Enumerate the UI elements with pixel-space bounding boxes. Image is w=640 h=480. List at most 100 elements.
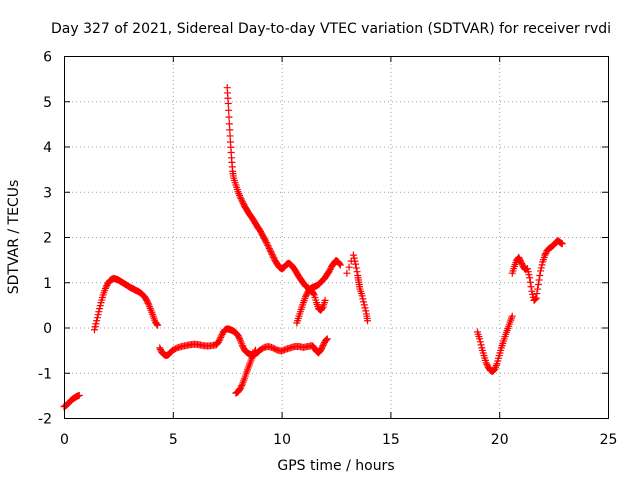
y-tick-labels: -2 -1 0 1 2 3 4 5 6 [38, 50, 52, 428]
data-point [263, 240, 271, 248]
data-point [214, 338, 222, 346]
y-tick-label: -1 [38, 366, 52, 382]
y-axis-label: SDTVAR / TECUs [6, 180, 22, 295]
data-point [250, 349, 258, 357]
data-point [302, 293, 310, 301]
data-point [94, 311, 102, 319]
data-point [518, 259, 526, 267]
data-point [526, 274, 534, 282]
data-point [359, 295, 367, 303]
data-point [343, 269, 351, 277]
data-point [267, 247, 275, 255]
data-point [528, 287, 536, 295]
data-point [323, 336, 331, 344]
data-point [529, 290, 537, 298]
data-point [238, 342, 246, 350]
data-point [531, 296, 539, 304]
data-point [264, 241, 272, 249]
data-point [92, 320, 100, 328]
data-point [144, 299, 152, 307]
data-point [352, 264, 360, 272]
data-point [237, 195, 245, 203]
data-point [266, 246, 274, 254]
data-point [236, 335, 244, 343]
y-tick-label: 2 [43, 231, 52, 247]
series-7 [473, 312, 516, 375]
data-point [542, 250, 550, 258]
data-point [350, 254, 358, 262]
data-point [476, 338, 484, 346]
axis-ticks [64, 56, 609, 419]
data-point [268, 250, 276, 258]
data-point [349, 251, 357, 259]
data-point [531, 295, 539, 303]
data-point [265, 244, 273, 252]
data-point [515, 253, 523, 261]
x-tick-label: 20 [491, 432, 509, 448]
data-point [527, 283, 535, 291]
data-point [143, 296, 151, 304]
data-point [217, 333, 225, 341]
data-point [251, 348, 259, 356]
data-point [351, 257, 359, 265]
data-point [239, 199, 247, 207]
data-point [482, 359, 490, 367]
data-point [93, 314, 101, 322]
series-3 [223, 84, 329, 314]
data-point [318, 343, 326, 351]
data-point [238, 198, 246, 206]
data-point [234, 332, 242, 340]
data-point [336, 260, 344, 268]
data-point [534, 285, 542, 293]
data-point [96, 302, 104, 310]
data-point [558, 240, 566, 248]
data-point [95, 308, 103, 316]
y-tick-label: 6 [43, 50, 52, 66]
data-point [267, 249, 275, 257]
data-point [534, 281, 542, 289]
data-point [525, 271, 533, 279]
data-point [323, 335, 331, 343]
data-point [523, 265, 531, 273]
data-point [360, 298, 368, 306]
data-point [153, 320, 161, 328]
data-point [93, 317, 101, 325]
data-point [508, 312, 516, 320]
data-point [237, 383, 245, 391]
y-tick-label: 4 [43, 140, 52, 156]
y-tick-label: 0 [43, 321, 52, 337]
data-point [224, 100, 232, 108]
data-point [336, 261, 344, 269]
series-2 [156, 325, 331, 360]
data-point [322, 336, 330, 344]
data-point [215, 336, 223, 344]
data-point [352, 260, 360, 268]
data-point [321, 296, 329, 304]
data-point [325, 267, 333, 275]
data-point [91, 323, 99, 331]
series-5 [293, 257, 344, 327]
data-point [302, 291, 310, 299]
data-point [537, 267, 545, 275]
data-point [362, 307, 370, 315]
data-point [154, 321, 162, 329]
grid-lines [64, 56, 608, 418]
data-point [532, 294, 540, 302]
data-point [143, 298, 151, 306]
data-point [96, 305, 104, 313]
data-point [364, 317, 372, 325]
data-point [235, 333, 243, 341]
data-point [524, 268, 532, 276]
data-point [225, 113, 233, 121]
data-point [156, 345, 164, 353]
data-point [317, 345, 325, 353]
data-point [270, 254, 278, 262]
data-marks [60, 84, 566, 411]
y-tick-label: 1 [43, 276, 52, 292]
x-tick-label: 10 [273, 432, 291, 448]
data-point [102, 283, 110, 291]
data-point [226, 132, 234, 140]
data-point [262, 238, 270, 246]
x-tick-label: 25 [600, 432, 618, 448]
